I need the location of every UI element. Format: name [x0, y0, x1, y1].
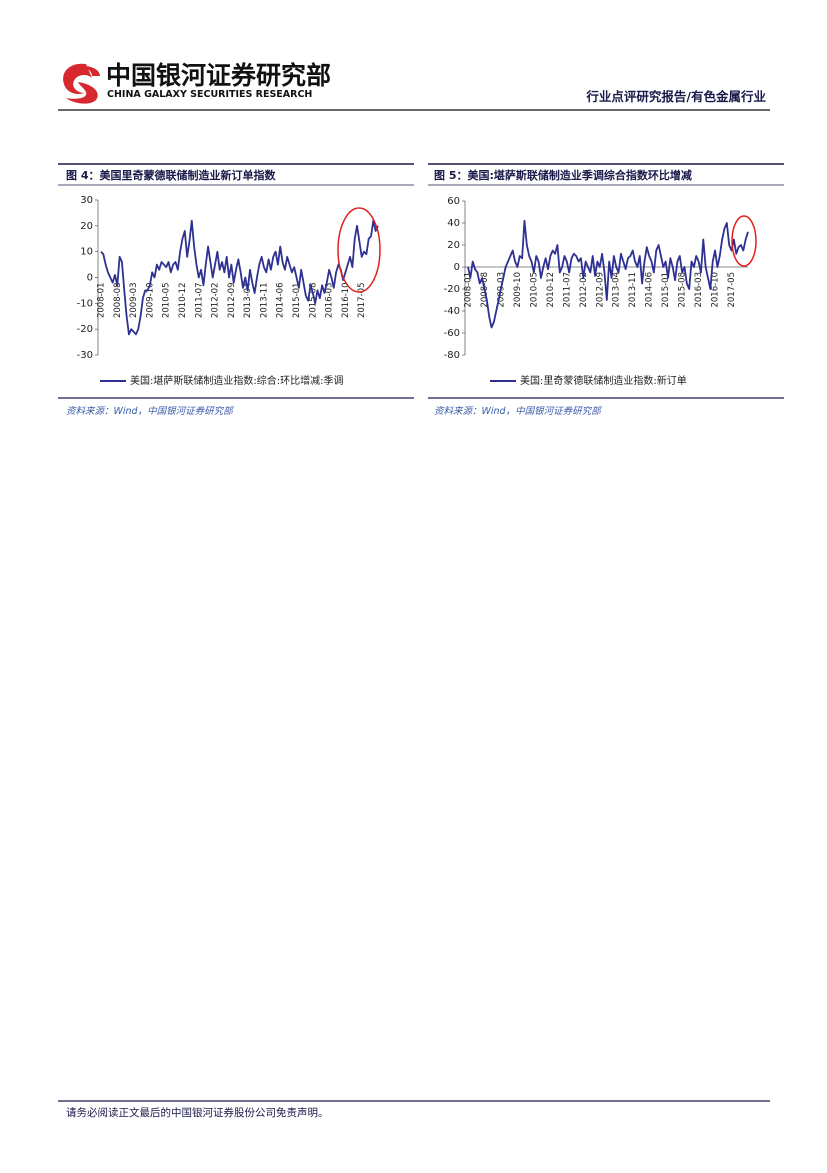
x-tick-label: 2015-01 — [661, 272, 671, 308]
x-tick-label: 2008-01 — [97, 283, 107, 319]
x-tick-label: 2013-11 — [259, 283, 269, 319]
y-tick-label: 40 — [447, 218, 460, 229]
x-tick-label: 2008-01 — [464, 272, 474, 308]
x-tick-label: 2015-01 — [292, 283, 302, 319]
x-tick-label: 2012-02 — [579, 272, 589, 308]
legend-label: 美国:堪萨斯联储制造业指数:综合:环比增减:季调 — [130, 374, 343, 387]
figure-source: 资料来源：Wind，中国银河证券研究部 — [66, 405, 234, 417]
legend-label: 美国:里奇蒙德联储制造业指数:新订单 — [520, 374, 687, 387]
x-tick-label: 2015-08 — [308, 283, 318, 319]
logo-en: CHINA GALAXY SECURITIES RESEARCH — [107, 89, 312, 100]
y-tick-label: 0 — [454, 262, 460, 273]
x-tick-label: 2016-10 — [341, 283, 351, 319]
x-tick-label: 2017-05 — [357, 283, 367, 319]
highlight-ellipse — [337, 207, 381, 293]
y-tick-label: -40 — [444, 306, 460, 317]
x-tick-label: 2016-03 — [325, 283, 335, 319]
x-tick-label: 2014-06 — [645, 272, 655, 308]
x-tick-label: 2017-05 — [727, 272, 737, 308]
figure-source: 资料来源：Wind，中国银河证券研究部 — [434, 405, 602, 417]
x-tick-label: 2011-07 — [194, 283, 204, 319]
x-tick-label: 2013-11 — [628, 272, 638, 308]
x-tick-label: 2016-03 — [694, 272, 704, 308]
x-tick-label: 2010-12 — [546, 272, 556, 308]
report-type: 行业点评研究报告/有色金属行业 — [585, 89, 766, 104]
y-tick-label: 20 — [80, 221, 93, 232]
x-tick-label: 2011-07 — [562, 272, 572, 308]
x-tick-label: 2013-04 — [612, 272, 622, 308]
highlight-ellipse — [731, 215, 757, 267]
x-tick-label: 2014-06 — [276, 283, 286, 319]
footer-note: 请务必阅读正文最后的中国银河证券股份公司免责声明。 — [66, 1106, 329, 1119]
figure-title: 图 4：美国里奇蒙德联储制造业新订单指数 — [66, 168, 276, 182]
x-tick-label: 2013-04 — [243, 283, 253, 319]
logo-mark — [63, 63, 100, 104]
x-tick-label: 2012-09 — [227, 283, 237, 319]
y-tick-label: -10 — [77, 298, 93, 309]
series-line — [467, 219, 749, 329]
x-tick-label: 2015-08 — [678, 272, 688, 308]
y-tick-label: 10 — [80, 247, 93, 258]
y-tick-label: -80 — [444, 350, 460, 361]
y-tick-label: -60 — [444, 328, 460, 339]
series-line — [100, 219, 379, 336]
logo-cn: 中国银河证券研究部 — [106, 61, 331, 90]
x-tick-label: 2016-10 — [711, 272, 721, 308]
x-tick-label: 2010-05 — [529, 272, 539, 308]
y-tick-label: -30 — [77, 350, 93, 361]
x-tick-label: 2009-03 — [129, 283, 139, 319]
x-tick-label: 2010-05 — [162, 283, 172, 319]
x-tick-label: 2012-02 — [211, 283, 221, 319]
x-tick-label: 2010-12 — [178, 283, 188, 319]
y-tick-label: -20 — [444, 284, 460, 295]
y-tick-label: 30 — [80, 195, 93, 206]
y-tick-label: 20 — [447, 240, 460, 251]
x-tick-label: 2012-09 — [595, 272, 605, 308]
figure-title: 图 5：美国:堪萨斯联储制造业季调综合指数环比增减 — [434, 168, 692, 182]
x-tick-label: 2008-08 — [113, 283, 123, 319]
x-tick-label: 2009-10 — [145, 283, 155, 319]
y-tick-label: 0 — [87, 273, 93, 284]
y-tick-label: 60 — [447, 196, 460, 207]
y-tick-label: -20 — [77, 324, 93, 335]
figure-frames — [58, 163, 784, 399]
x-tick-label: 2009-10 — [513, 272, 523, 308]
